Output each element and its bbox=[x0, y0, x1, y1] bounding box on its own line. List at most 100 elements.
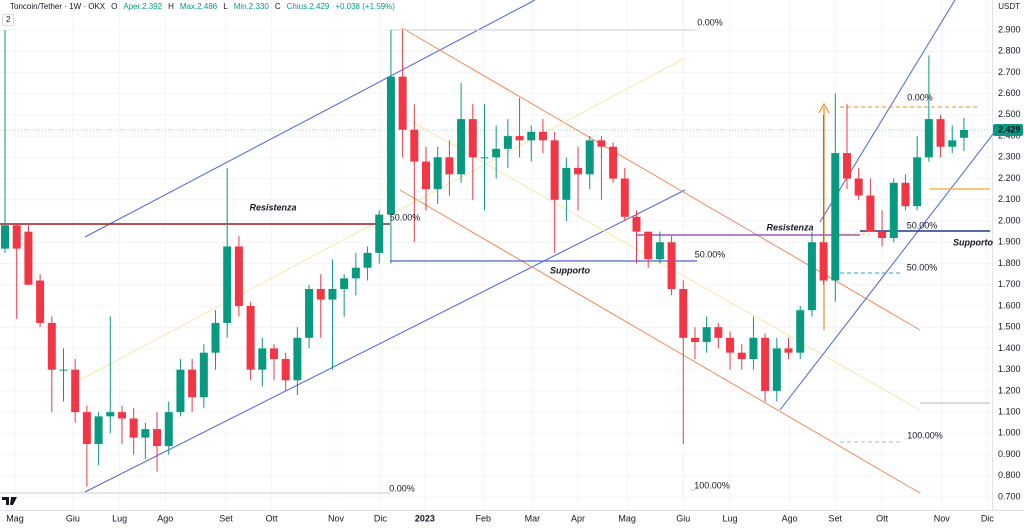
annotation: Resistenza bbox=[766, 222, 813, 232]
candle-body bbox=[445, 157, 454, 175]
y-tick-label: 2.500 bbox=[998, 109, 1021, 119]
candle-body bbox=[398, 76, 407, 130]
fib-label: 0.00% bbox=[697, 17, 723, 27]
candle-body bbox=[129, 418, 138, 438]
y-tick-label: 2.300 bbox=[998, 152, 1021, 162]
symbol: Toncoin/Tether · 1W · OKX bbox=[10, 2, 106, 11]
candle-body bbox=[12, 225, 21, 249]
trend-line bbox=[819, 0, 956, 223]
x-tick-label: Nov bbox=[934, 513, 951, 523]
y-tick-label: 2.900 bbox=[998, 24, 1021, 34]
fib-label: 100.00% bbox=[907, 430, 943, 440]
x-tick-label: Mag bbox=[618, 513, 636, 523]
y-tick-label: 1.500 bbox=[998, 322, 1021, 332]
candle-body bbox=[468, 119, 477, 158]
fib-label: 50.00% bbox=[907, 220, 938, 230]
candle-body bbox=[199, 352, 208, 398]
y-tick-label: 2.600 bbox=[998, 88, 1021, 98]
ohlc-key: O bbox=[111, 2, 118, 11]
candle-body bbox=[609, 146, 618, 179]
annotation: Supporto bbox=[953, 237, 993, 247]
candle-body bbox=[117, 412, 126, 419]
x-tick-label: Dic bbox=[374, 513, 387, 523]
y-tick-label: 1.900 bbox=[998, 237, 1021, 247]
candle-body bbox=[363, 252, 372, 268]
fib-label: 50.00% bbox=[695, 249, 726, 259]
candle-body bbox=[457, 119, 466, 175]
candle-body bbox=[749, 337, 758, 360]
candle-body bbox=[281, 359, 290, 381]
y-tick-label: 1.000 bbox=[998, 428, 1021, 438]
x-tick-label: Lug bbox=[723, 513, 738, 523]
candle-body bbox=[480, 157, 489, 159]
candle-body bbox=[959, 129, 968, 138]
candle-body bbox=[901, 182, 910, 207]
candle-body bbox=[47, 322, 56, 370]
candle-body bbox=[878, 231, 887, 239]
x-tick-label: Lug bbox=[112, 513, 127, 523]
candle-body bbox=[772, 348, 781, 391]
candle-body bbox=[515, 136, 524, 141]
candle-body bbox=[176, 369, 185, 413]
candle-body bbox=[702, 327, 711, 343]
y-tick-label: 2.200 bbox=[998, 173, 1021, 183]
candle-body bbox=[234, 246, 243, 306]
candle-body bbox=[550, 140, 559, 200]
trend-line bbox=[84, 189, 686, 493]
candle-body bbox=[141, 429, 150, 438]
candle-body bbox=[889, 182, 898, 239]
y-tick-label: 0.900 bbox=[998, 449, 1021, 459]
candle-body bbox=[82, 412, 91, 444]
trend-line bbox=[779, 124, 1001, 411]
candle-body bbox=[866, 195, 875, 232]
candle-body bbox=[71, 369, 80, 413]
candle-body bbox=[328, 288, 337, 300]
ohlc-key: L bbox=[223, 2, 228, 11]
y-tick-label: 1.800 bbox=[998, 258, 1021, 268]
change: +0.038 (+1.59%) bbox=[335, 2, 395, 11]
candle-body bbox=[726, 337, 735, 353]
header: Toncoin/Tether · 1W · OKX O Aper.2.392 H… bbox=[0, 0, 395, 13]
candle-body bbox=[36, 280, 45, 323]
y-tick-label: 1.700 bbox=[998, 279, 1021, 289]
annotation: Resistenza bbox=[249, 202, 296, 212]
ohlc-key: H bbox=[168, 2, 174, 11]
fib-label: 50.00% bbox=[907, 262, 938, 272]
y-tick-label: 2.100 bbox=[998, 194, 1021, 204]
candle-body bbox=[936, 119, 945, 147]
candle-body bbox=[223, 246, 232, 323]
last-price-box bbox=[993, 123, 1023, 136]
candle-body bbox=[913, 157, 922, 207]
candle-body bbox=[305, 288, 314, 338]
candle-body bbox=[316, 288, 325, 300]
trend-line bbox=[84, 0, 536, 238]
ohlc-value: Min.2.330 bbox=[233, 2, 269, 11]
x-tick-label: Mar bbox=[525, 513, 541, 523]
y-tick-label: 1.200 bbox=[998, 385, 1021, 395]
candle-body bbox=[351, 267, 360, 279]
ohlc-key: C bbox=[274, 2, 281, 11]
x-tick-label: Giu bbox=[676, 513, 690, 523]
candle-body bbox=[714, 327, 723, 338]
y-tick-label: 1.400 bbox=[998, 343, 1021, 353]
candle-body bbox=[246, 305, 255, 370]
candle-body bbox=[737, 352, 746, 360]
candle-body bbox=[1, 225, 10, 249]
candle-body bbox=[761, 337, 770, 391]
fib-label: 0.00% bbox=[907, 92, 933, 102]
candle-body bbox=[620, 178, 629, 217]
indicator-toggle[interactable]: 2 bbox=[2, 14, 15, 26]
candle-body bbox=[831, 153, 840, 281]
candle-body bbox=[433, 157, 442, 190]
y-tick-label: 2.800 bbox=[998, 46, 1021, 56]
y-tick-label: 0.800 bbox=[998, 470, 1021, 480]
candle-body bbox=[258, 348, 267, 370]
candle-body bbox=[585, 140, 594, 175]
x-tick-label: Ago bbox=[157, 513, 173, 523]
candle-body bbox=[340, 278, 349, 289]
ohlc-value: Chius.2.429 bbox=[286, 2, 330, 11]
y-tick-label: 1.100 bbox=[998, 406, 1021, 416]
candle-body bbox=[854, 178, 863, 196]
